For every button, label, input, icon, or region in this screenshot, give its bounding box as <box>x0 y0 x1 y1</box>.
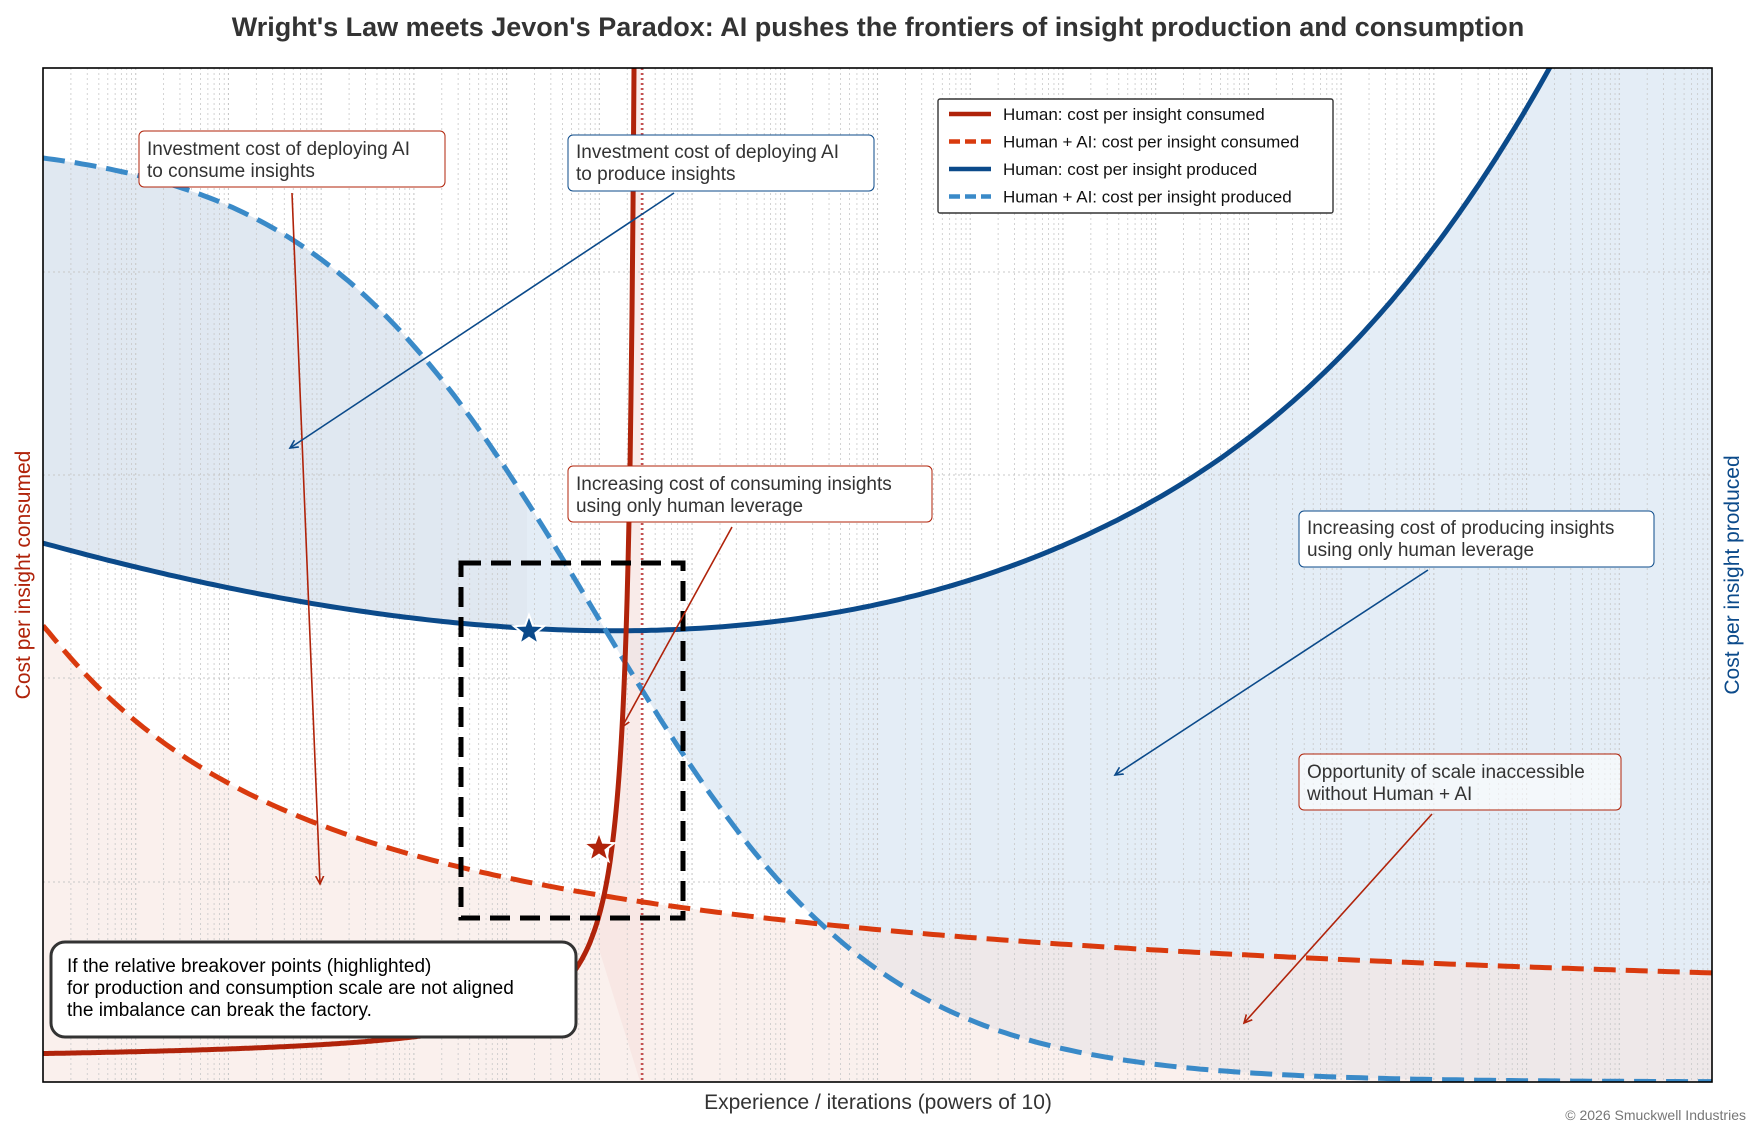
annotation-line: Investment cost of deploying AI <box>576 142 839 163</box>
note-line: If the relative breakover points (highli… <box>67 956 431 977</box>
note-box: If the relative breakover points (highli… <box>49 940 578 1039</box>
fill-ai-production-investment <box>43 158 527 629</box>
note-line: for production and consumption scale are… <box>67 978 514 999</box>
annotation-human-produce: Increasing cost of producing insights us… <box>1298 510 1655 568</box>
annotation-line: to consume insights <box>147 161 315 182</box>
annotation-line: Investment cost of deploying AI <box>147 139 410 160</box>
annotation-line: Increasing cost of producing insights <box>1307 518 1614 539</box>
annotation-line: Opportunity of scale inaccessible <box>1307 762 1585 783</box>
series-ai-consumed <box>43 624 1712 976</box>
y-axis-label-right: Cost per insight produced <box>1721 455 1744 694</box>
breakover-points <box>511 612 617 864</box>
legend: Human: cost per insight consumed Human + … <box>937 98 1334 214</box>
annotation-line: Increasing cost of consuming insights <box>576 474 892 495</box>
breakover-star-production <box>511 612 547 647</box>
note-line: the imbalance can break the factory. <box>67 1000 372 1021</box>
annotation-invest-consume: Investment cost of deploying AI to consu… <box>138 130 446 188</box>
plot-border <box>42 67 1713 1083</box>
y-axis-label-left: Cost per insight consumed <box>12 451 35 700</box>
fill-human-consumption-region <box>593 68 641 1082</box>
annotation-line: without Human + AI <box>1306 784 1472 805</box>
legend-label: Human: cost per insight produced <box>1003 160 1257 179</box>
annotation-invest-produce: Investment cost of deploying AI to produ… <box>567 134 875 192</box>
annotation-scale-opportunity: Opportunity of scale inaccessible withou… <box>1298 753 1622 811</box>
legend-label: Human + AI: cost per insight consumed <box>1003 133 1299 152</box>
annotation-human-consume: Increasing cost of consuming insights us… <box>567 465 933 523</box>
arrow-scale-opportunity <box>1244 813 1433 1023</box>
arrow-human-consume <box>622 526 733 727</box>
annotation-line: using only human leverage <box>576 496 803 517</box>
chart-title: Wright's Law meets Jevon's Paradox: AI p… <box>232 12 1524 42</box>
x-axis-label: Experience / iterations (powers of 10) <box>704 1091 1052 1114</box>
annotation-line: using only human leverage <box>1307 540 1534 561</box>
series-ai-produced <box>43 155 1712 1082</box>
arrow-human-produce <box>1115 569 1429 775</box>
fill-ai-production-advantage <box>527 68 1712 1082</box>
annotation-line: to produce insights <box>576 164 736 185</box>
series-human-produced <box>43 68 1553 634</box>
copyright-text: © 2026 Smuckwell Industries <box>1565 1107 1746 1123</box>
breakover-highlight-box <box>458 560 686 921</box>
legend-label: Human: cost per insight consumed <box>1003 105 1265 124</box>
legend-label: Human + AI: cost per insight produced <box>1003 188 1292 207</box>
arrow-invest-consume <box>291 192 320 884</box>
arrow-invest-produce <box>290 192 675 448</box>
breakover-star-consumption <box>581 829 617 864</box>
